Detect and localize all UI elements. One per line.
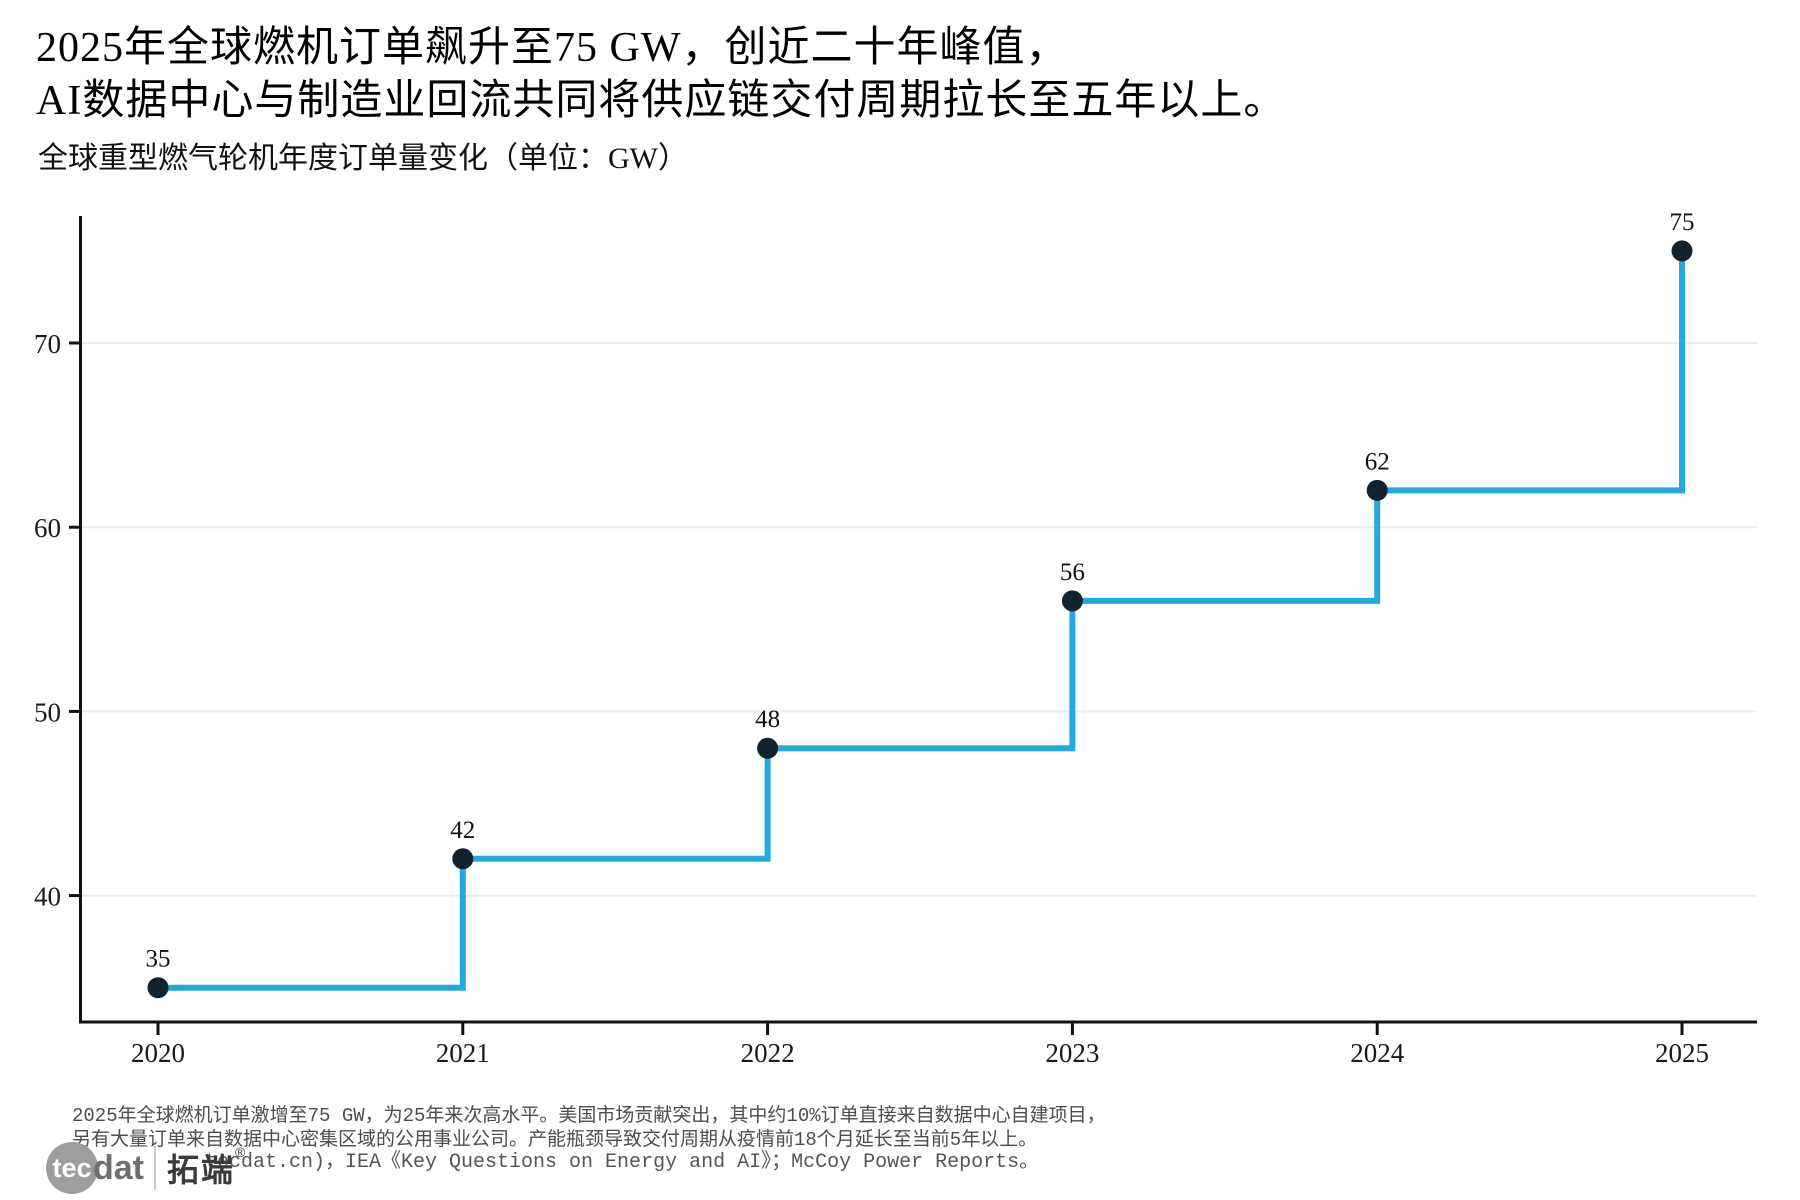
data-point [1671, 240, 1693, 262]
chart-subtitle: 全球重型燃气轮机年度订单量变化（单位：GW） [38, 142, 688, 175]
data-point-label: 56 [1060, 559, 1085, 586]
title-line-1: 2025年全球燃机订单飙升至75 GW，创近二十年峰值， [36, 25, 1069, 71]
x-tick-label: 2022 [741, 1038, 795, 1068]
footnote-line-1: 2025年全球燃机订单激增至75 GW，为25年来次高水平。美国市场贡献突出，其… [72, 1105, 1106, 1127]
x-tick-label: 2024 [1350, 1038, 1405, 1068]
data-point-label: 48 [755, 706, 780, 733]
x-tick-label: 2023 [1045, 1038, 1099, 1068]
data-point-label: 75 [1670, 209, 1695, 236]
footnote-line-2: 另有大量订单来自数据中心密集区域的公用事业公司。产能瓶颈导致交付周期从疫情前18… [72, 1129, 1038, 1151]
data-point [1366, 479, 1388, 501]
data-point-label: 62 [1365, 448, 1390, 475]
y-tick-label: 50 [34, 697, 61, 727]
title-line-2: AI数据中心与制造业回流共同将供应链交付周期拉长至五年以上。 [36, 78, 1287, 124]
logo-text-tec: tec [52, 1152, 92, 1183]
logo-text-dat: dat [93, 1148, 144, 1187]
data-point [147, 977, 169, 999]
tecdat-logo-circle-icon: tec [46, 1142, 98, 1194]
y-tick-label: 40 [34, 882, 61, 912]
step-line [158, 250, 1685, 991]
logo-text-cn: 拓端 [167, 1152, 236, 1188]
y-tick-label: 70 [34, 329, 61, 359]
logo-registered-mark: ® [235, 1144, 246, 1160]
x-tick-label: 2020 [131, 1038, 185, 1068]
x-tick-label: 2025 [1655, 1038, 1709, 1068]
data-point-label: 35 [146, 946, 171, 973]
chart-title: 2025年全球燃机订单飙升至75 GW，创近二十年峰值， AI数据中心与制造业回… [36, 22, 1286, 128]
logo-divider [154, 1146, 156, 1190]
data-point-label: 42 [450, 817, 475, 844]
source-line: tecdat.cn)，IEA《Key Questions on Energy a… [205, 1151, 1040, 1174]
y-tick-label: 60 [34, 513, 61, 543]
data-point [757, 737, 779, 759]
x-tick-label: 2021 [436, 1038, 490, 1068]
data-point [452, 848, 474, 870]
tecdat-logo: tec dat 拓端 ® [46, 1142, 245, 1194]
data-point [1061, 590, 1083, 612]
